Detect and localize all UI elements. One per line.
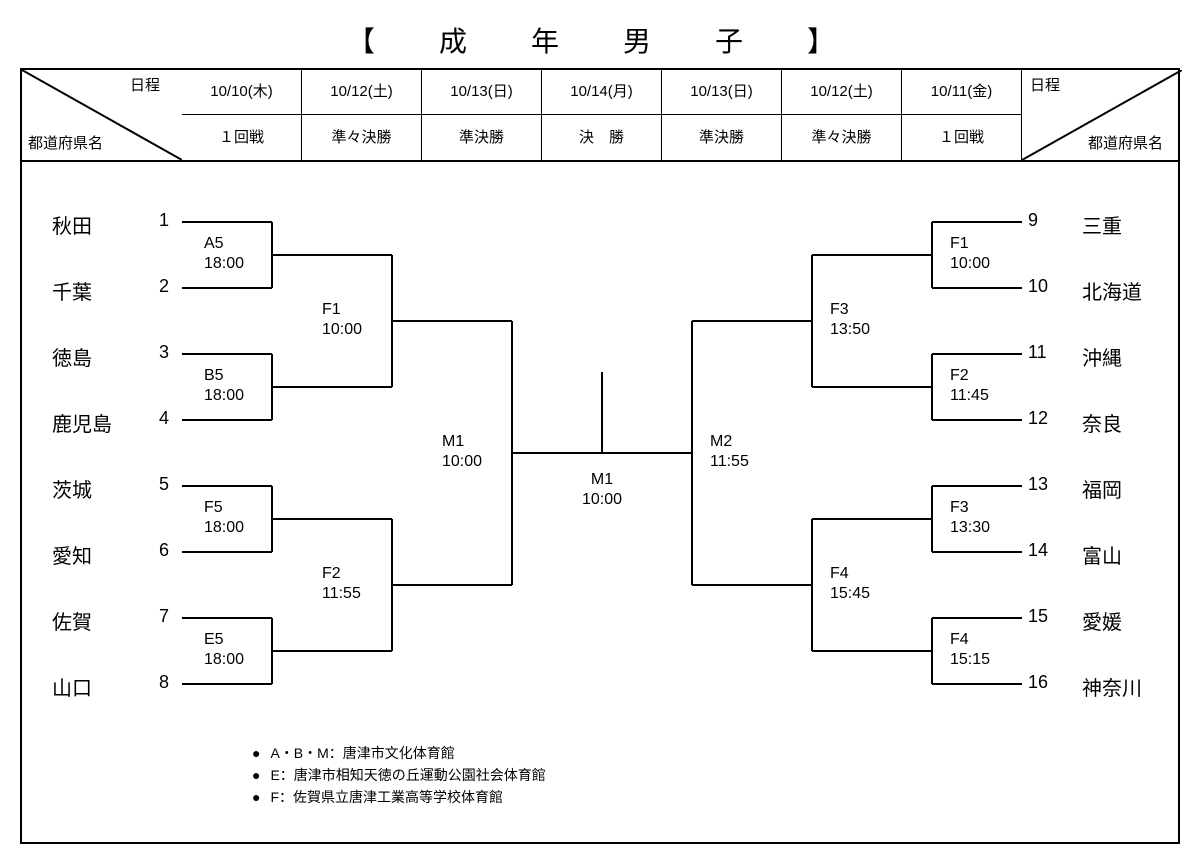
match-label-final: M110:00 <box>582 470 622 510</box>
match-label: F415:15 <box>950 630 990 670</box>
team-name: 秋田 <box>52 210 92 239</box>
team-name: 愛知 <box>52 540 92 569</box>
header-col: 10/14(月) 決 勝 <box>542 70 662 160</box>
match-label: B518:00 <box>204 366 244 406</box>
team-name: 鹿児島 <box>52 408 112 437</box>
team-name: 三重 <box>1082 210 1122 239</box>
header-date: 10/13(日) <box>662 70 781 115</box>
match-label: F313:30 <box>950 498 990 538</box>
team-name: 北海道 <box>1082 276 1142 305</box>
match-label: M211:55 <box>710 432 749 472</box>
team-seed: 16 <box>1028 672 1056 693</box>
header-round: 準決勝 <box>422 115 541 160</box>
page-title: 【 成 年 男 子 】 <box>10 20 1190 60</box>
header-date: 10/13(日) <box>422 70 541 115</box>
header-col: 10/10(木) １回戦 <box>182 70 302 160</box>
header-date: 10/10(木) <box>182 70 301 115</box>
legend-row: E：唐津市相知天徳の丘運動公園社会体育館 <box>252 764 546 786</box>
team-seed: 1 <box>152 210 176 231</box>
match-label: F313:50 <box>830 300 870 340</box>
team-seed: 3 <box>152 342 176 363</box>
header-date: 10/14(月) <box>542 70 661 115</box>
header-round: １回戦 <box>182 115 301 160</box>
team-name: 山口 <box>52 672 92 701</box>
match-label: A518:00 <box>204 234 244 274</box>
header-date: 10/12(土) <box>302 70 421 115</box>
header-date: 10/11(金) <box>902 70 1021 115</box>
team-name: 千葉 <box>52 276 92 305</box>
team-seed: 10 <box>1028 276 1056 297</box>
team-name: 佐賀 <box>52 606 92 635</box>
team-seed: 13 <box>1028 474 1056 495</box>
header-round: 準決勝 <box>662 115 781 160</box>
header-col: 10/12(土) 準々決勝 <box>302 70 422 160</box>
team-seed: 9 <box>1028 210 1056 231</box>
header-round: 準々決勝 <box>782 115 901 160</box>
header-round: １回戦 <box>902 115 1021 160</box>
team-name: 徳島 <box>52 342 92 371</box>
team-seed: 6 <box>152 540 176 561</box>
team-name: 奈良 <box>1082 408 1122 437</box>
match-label: M110:00 <box>442 432 482 472</box>
team-name: 富山 <box>1082 540 1122 569</box>
header-round: 決 勝 <box>542 115 661 160</box>
match-label: F211:45 <box>950 366 989 406</box>
team-seed: 11 <box>1028 342 1056 363</box>
match-label: F110:00 <box>322 300 362 340</box>
bracket-container: 日程 都道府県名 10/10(木) １回戦 10/12(土) 準々決勝 10/1… <box>20 68 1180 844</box>
team-name: 福岡 <box>1082 474 1122 503</box>
match-label: F110:00 <box>950 234 990 274</box>
bracket-body: 秋田 1 千葉 2 徳島 3 鹿児島 4 茨城 5 愛知 6 佐賀 7 山口 8 9 三重 10… <box>22 162 1178 842</box>
team-seed: 2 <box>152 276 176 297</box>
match-label: F518:00 <box>204 498 244 538</box>
match-label: E518:00 <box>204 630 244 670</box>
team-seed: 15 <box>1028 606 1056 627</box>
header-col: 10/13(日) 準決勝 <box>422 70 542 160</box>
team-seed: 5 <box>152 474 176 495</box>
header-col: 10/11(金) １回戦 <box>902 70 1022 160</box>
legend-row: A・B・M：唐津市文化体育館 <box>252 742 546 764</box>
team-seed: 12 <box>1028 408 1056 429</box>
match-label: F211:55 <box>322 564 361 604</box>
team-seed: 8 <box>152 672 176 693</box>
header-round: 準々決勝 <box>302 115 421 160</box>
prefecture-label-right: 都道府県名 <box>1088 132 1163 153</box>
team-seed: 4 <box>152 408 176 429</box>
header-row: 日程 都道府県名 10/10(木) １回戦 10/12(土) 準々決勝 10/1… <box>22 70 1178 162</box>
legend-row: F：佐賀県立唐津工業高等学校体育館 <box>252 786 546 808</box>
schedule-label-left: 日程 <box>130 74 160 95</box>
team-name: 茨城 <box>52 474 92 503</box>
prefecture-label-left: 都道府県名 <box>28 132 103 153</box>
team-name: 愛媛 <box>1082 606 1122 635</box>
venue-legend: A・B・M：唐津市文化体育館 E：唐津市相知天徳の丘運動公園社会体育館 F：佐賀… <box>252 742 546 808</box>
team-seed: 7 <box>152 606 176 627</box>
team-seed: 14 <box>1028 540 1056 561</box>
schedule-label-right: 日程 <box>1030 74 1060 95</box>
team-name: 神奈川 <box>1082 672 1142 701</box>
header-col: 10/13(日) 準決勝 <box>662 70 782 160</box>
header-col: 10/12(土) 準々決勝 <box>782 70 902 160</box>
team-name: 沖縄 <box>1082 342 1122 371</box>
match-label: F415:45 <box>830 564 870 604</box>
header-date: 10/12(土) <box>782 70 901 115</box>
